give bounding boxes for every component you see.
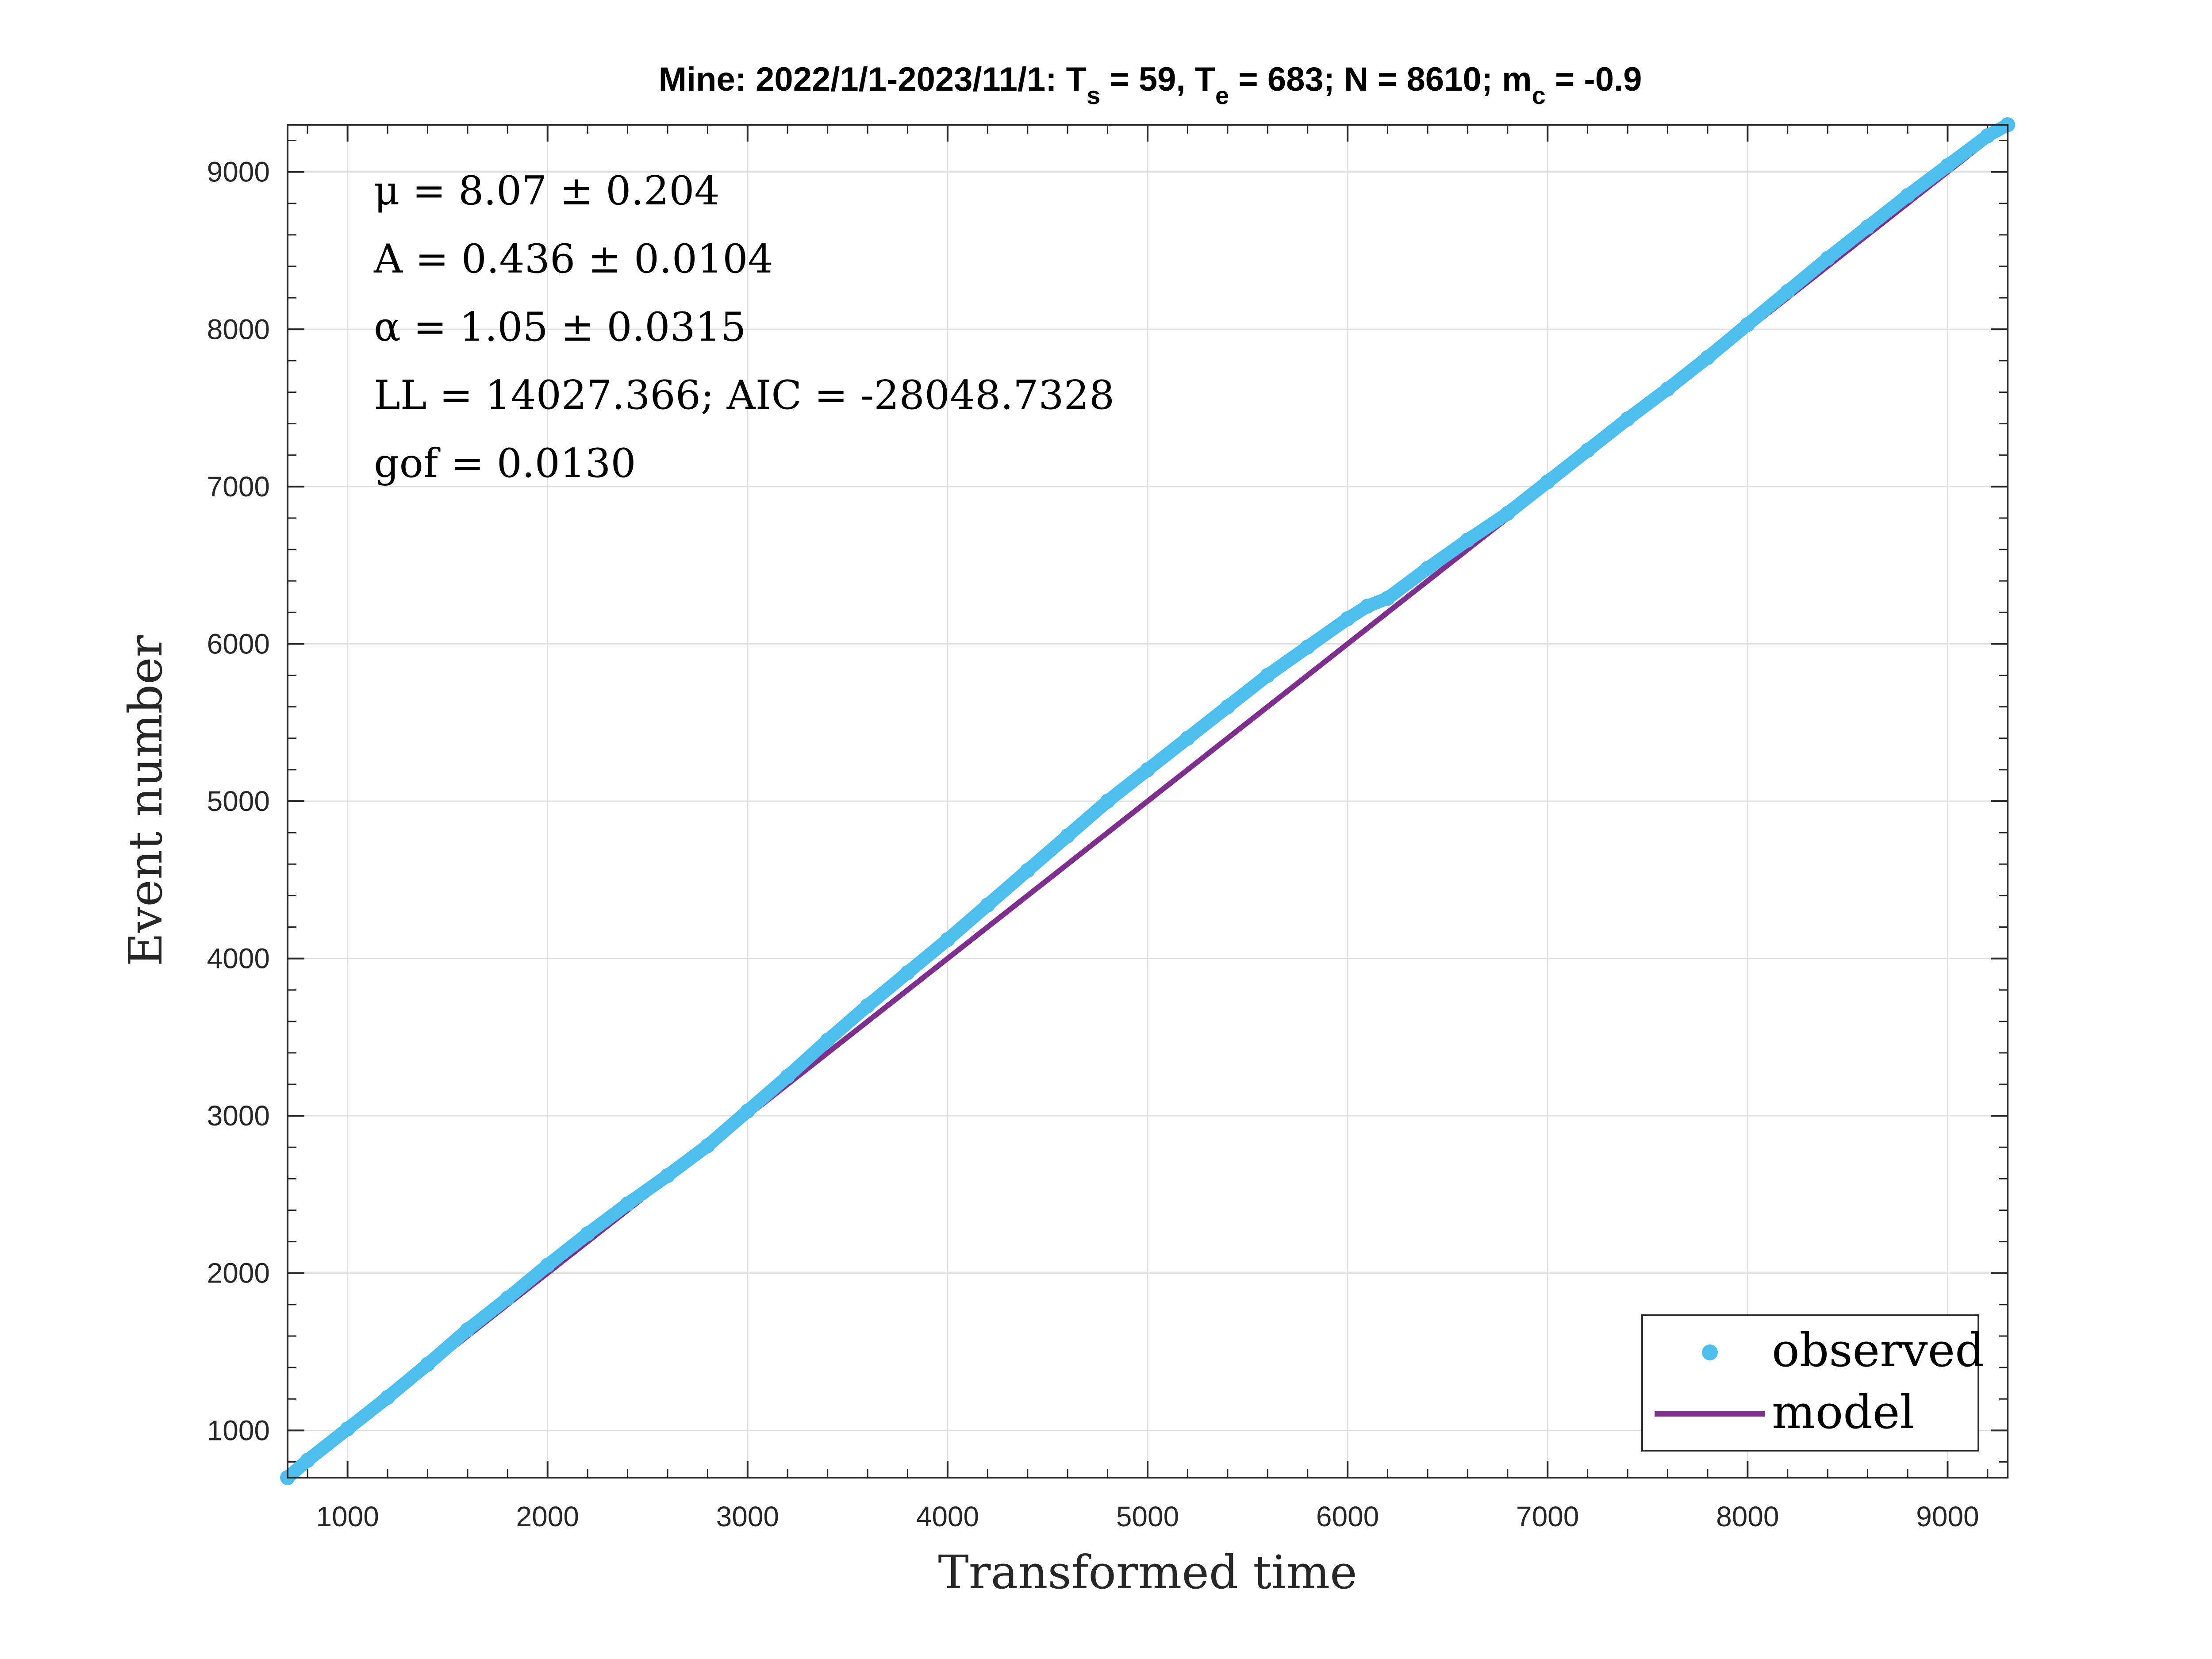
observed-point bbox=[1860, 219, 1875, 235]
observed-point bbox=[1220, 699, 1235, 714]
x-tick-label: 7000 bbox=[1516, 1501, 1579, 1532]
observed-point bbox=[1900, 188, 1915, 204]
y-tick-label: 5000 bbox=[207, 785, 270, 817]
observed-point bbox=[1740, 317, 1755, 332]
observed-point bbox=[420, 1356, 435, 1372]
observed-point bbox=[1060, 828, 1075, 844]
observed-point bbox=[1620, 411, 1636, 426]
observed-point bbox=[1820, 251, 1836, 266]
observed-point bbox=[1360, 599, 1375, 614]
observed-point bbox=[980, 897, 995, 913]
observed-point bbox=[900, 965, 915, 980]
chart-title: Mine: 2022/1/1-2023/11/1: Ts = 59, Te = … bbox=[659, 61, 1642, 109]
observed-point bbox=[1460, 532, 1475, 548]
observed-point bbox=[1420, 561, 1435, 576]
observed-point bbox=[1580, 443, 1595, 458]
observed-point bbox=[1340, 611, 1356, 626]
y-tick-label: 7000 bbox=[207, 471, 270, 503]
legend: observed model bbox=[1641, 1314, 1985, 1452]
observed-point bbox=[1500, 506, 1515, 521]
observed-series bbox=[280, 117, 2015, 1485]
x-tick-label: 3000 bbox=[716, 1501, 779, 1532]
y-tick-label: 9000 bbox=[207, 156, 270, 188]
observed-point bbox=[1140, 762, 1155, 777]
observed-point bbox=[940, 932, 955, 947]
observed-point bbox=[300, 1452, 315, 1468]
observed-point bbox=[820, 1033, 835, 1048]
observed-point bbox=[500, 1290, 515, 1306]
observed-point bbox=[1660, 381, 1675, 397]
annotation-ll-aic: LL = 14027.366; AIC = -28048.7328 bbox=[374, 372, 1114, 419]
observed-point bbox=[860, 998, 876, 1014]
x-tick-label: 4000 bbox=[916, 1501, 979, 1532]
observed-band bbox=[281, 118, 2014, 1484]
observed-point bbox=[540, 1257, 555, 1273]
y-tick-label: 2000 bbox=[207, 1257, 270, 1289]
x-axis-label: Transformed time bbox=[938, 1545, 1357, 1599]
x-tick-label: 1000 bbox=[316, 1501, 379, 1532]
legend-model-label: model bbox=[1772, 1385, 1915, 1439]
observed-point bbox=[340, 1421, 355, 1436]
observed-point bbox=[1300, 639, 1315, 655]
x-tick-label: 8000 bbox=[1716, 1501, 1779, 1532]
observed-point bbox=[1380, 591, 1395, 606]
observed-point bbox=[460, 1322, 475, 1337]
x-tick-label: 2000 bbox=[516, 1501, 579, 1532]
annotation-a: A = 0.436 ± 0.0104 bbox=[373, 236, 773, 282]
y-tick-label: 3000 bbox=[207, 1100, 270, 1132]
observed-point bbox=[1540, 474, 1555, 490]
legend-observed-marker bbox=[1702, 1344, 1718, 1360]
observed-point bbox=[380, 1390, 396, 1405]
fit-annotations: μ = 8.07 ± 0.204 A = 0.436 ± 0.0104 α = … bbox=[373, 168, 1114, 487]
x-tick-label: 6000 bbox=[1316, 1501, 1379, 1532]
observed-point bbox=[1780, 284, 1795, 299]
observed-point bbox=[1100, 794, 1115, 809]
observed-point bbox=[620, 1196, 635, 1212]
y-axis-label: Event number bbox=[119, 635, 173, 966]
y-tick-label: 8000 bbox=[207, 313, 270, 345]
axis-ticks bbox=[288, 125, 2008, 1478]
x-tick-label: 5000 bbox=[1116, 1501, 1179, 1532]
tick-labels: 1000 2000 3000 4000 5000 6000 7000 8000 9000 1000… bbox=[207, 156, 1979, 1532]
y-tick-label: 1000 bbox=[207, 1414, 270, 1446]
observed-point bbox=[1700, 350, 1715, 365]
observed-point bbox=[1260, 668, 1275, 683]
observed-point bbox=[1180, 730, 1195, 746]
plot-frame bbox=[287, 124, 2008, 1479]
y-tick-label: 6000 bbox=[207, 628, 270, 660]
annotation-gof: gof = 0.0130 bbox=[374, 440, 636, 487]
legend-observed-label: observed bbox=[1772, 1323, 1985, 1377]
observed-point bbox=[1940, 158, 1955, 173]
x-tick-label: 9000 bbox=[1916, 1501, 1979, 1532]
observed-point bbox=[1020, 863, 1035, 878]
observed-point bbox=[700, 1138, 715, 1153]
observed-point bbox=[580, 1226, 595, 1241]
annotation-alpha: α = 1.05 ± 0.0315 bbox=[374, 304, 746, 350]
legend-box bbox=[1641, 1314, 1979, 1452]
observed-point bbox=[660, 1168, 675, 1183]
observed-point bbox=[740, 1103, 755, 1119]
observed-point bbox=[1980, 128, 1995, 143]
y-tick-label: 4000 bbox=[207, 943, 270, 975]
observed-point bbox=[780, 1069, 795, 1084]
annotation-mu: μ = 8.07 ± 0.204 bbox=[374, 168, 720, 214]
